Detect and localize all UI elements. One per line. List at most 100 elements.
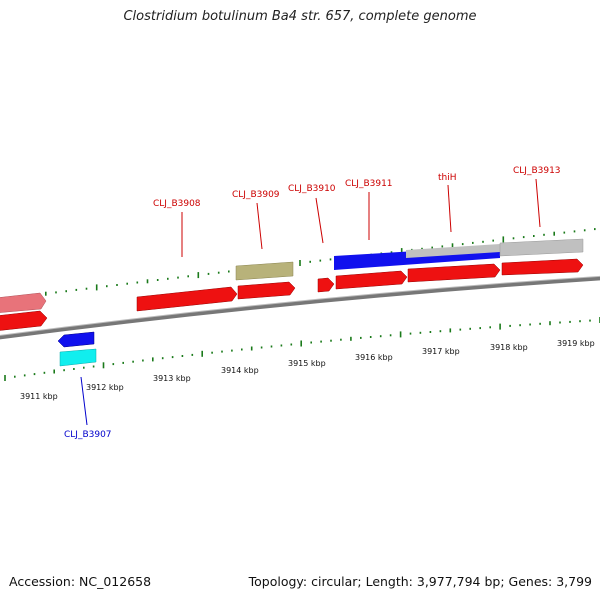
tick-mark: [241, 348, 243, 351]
tick-mark: [250, 346, 253, 351]
tick-mark: [75, 288, 78, 291]
tick-mark: [63, 369, 65, 372]
tick-mark: [563, 231, 566, 234]
tick-mark: [83, 366, 85, 369]
tick-mark: [299, 260, 301, 266]
gene-label-b3913[interactable]: CLJ_B3913: [513, 166, 561, 176]
tick-mark: [260, 346, 263, 349]
tick-mark: [33, 373, 36, 376]
kbp-label-3915: 3915 kbp: [288, 359, 326, 368]
tick-mark: [310, 341, 312, 344]
tick-mark: [329, 258, 332, 261]
kbp-label-3911: 3911 kbp: [20, 392, 58, 401]
genome-backbone: [0, 276, 600, 340]
kbp-label-3918: 3918 kbp: [490, 343, 528, 352]
feature-b3907-cyan[interactable]: [59, 348, 97, 367]
tick-mark: [181, 355, 184, 357]
tick-mark: [579, 320, 581, 323]
feature-olive-b3909[interactable]: [235, 261, 294, 281]
tick-mark: [171, 356, 174, 359]
tick-mark: [589, 319, 591, 322]
tick-mark: [502, 236, 505, 243]
tick-mark: [489, 326, 491, 329]
cds-thih[interactable]: [407, 263, 501, 283]
tick-mark: [389, 334, 392, 337]
tick-mark: [482, 240, 484, 243]
kbp-label-3914: 3914 kbp: [221, 366, 259, 375]
kbp-label-3912: 3912 kbp: [86, 383, 124, 392]
tick-mark: [201, 350, 203, 357]
leader-b3907: [80, 376, 88, 426]
tick-mark: [197, 272, 200, 279]
tick-mark: [152, 357, 154, 362]
gene-label-thih[interactable]: thiH: [438, 173, 457, 183]
tick-mark: [290, 343, 293, 346]
cds-b3909[interactable]: [237, 281, 296, 300]
gene-label-b3911[interactable]: CLJ_B3911: [345, 179, 393, 189]
tick-mark: [492, 239, 494, 242]
gene-label-b3909[interactable]: CLJ_B3909: [232, 190, 280, 200]
gene-label-b3908[interactable]: CLJ_B3908: [153, 199, 201, 209]
feature-grey-b3913[interactable]: [499, 238, 584, 257]
tick-mark: [211, 351, 213, 354]
tick-mark: [112, 363, 115, 366]
cds-b3908[interactable]: [136, 286, 238, 312]
cds-b3913[interactable]: [501, 258, 584, 276]
tick-mark: [559, 321, 561, 324]
tick-mark: [553, 231, 555, 236]
tick-mark: [45, 291, 47, 296]
tick-mark: [92, 365, 95, 368]
kbp-label-3919: 3919 kbp: [557, 339, 595, 348]
kbp-label-3916: 3916 kbp: [355, 353, 393, 362]
tick-mark: [319, 259, 322, 262]
leader-b3910: [315, 197, 324, 244]
cds-left-edge[interactable]: [0, 310, 48, 331]
tick-mark: [116, 284, 118, 286]
feature-grey-thih[interactable]: [406, 244, 500, 258]
tick-mark: [439, 330, 442, 333]
tick-mark: [369, 336, 372, 338]
tick-mark: [522, 236, 525, 239]
tick-mark: [461, 243, 464, 246]
leader-thih: [447, 184, 452, 233]
tick-mark: [421, 247, 423, 250]
tick-mark: [569, 320, 571, 323]
gene-label-b3907[interactable]: CLJ_B3907: [64, 430, 112, 440]
tick-mark: [65, 290, 67, 293]
cds-b3910[interactable]: [317, 277, 335, 293]
tick-mark: [309, 260, 311, 263]
tick-mark: [340, 338, 342, 341]
tick-mark: [126, 282, 128, 285]
feature-light-red-left[interactable]: [0, 292, 47, 313]
tick-mark: [350, 336, 352, 341]
tick-mark: [419, 331, 422, 334]
tick-mark: [228, 270, 230, 273]
gene-label-b3910[interactable]: CLJ_B3910: [288, 184, 336, 194]
tick-mark: [55, 291, 57, 294]
tick-mark: [207, 272, 210, 275]
tick-mark: [85, 287, 88, 290]
cds-b3911[interactable]: [335, 270, 408, 290]
tick-mark: [161, 357, 164, 360]
tick-mark: [177, 276, 179, 279]
kbp-label-3917: 3917 kbp: [422, 347, 460, 356]
tick-mark: [459, 328, 462, 331]
tick-mark: [543, 233, 545, 236]
tick-mark: [280, 344, 283, 347]
tick-mark: [479, 327, 481, 330]
tick-mark: [529, 323, 531, 326]
leader-b3913: [535, 178, 541, 228]
tick-mark: [472, 241, 474, 244]
tick-mark: [300, 340, 302, 347]
tick-mark: [23, 374, 26, 377]
tick-mark: [167, 277, 169, 280]
tick-mark: [390, 251, 393, 254]
leader-b3909: [256, 202, 263, 250]
cds-b3907-blue[interactable]: [57, 331, 95, 348]
accession-text: Accession: NC_012658: [9, 574, 152, 589]
tick-mark: [533, 235, 535, 237]
tick-mark: [409, 332, 412, 335]
tick-mark: [95, 284, 98, 291]
tick-mark: [379, 335, 382, 338]
